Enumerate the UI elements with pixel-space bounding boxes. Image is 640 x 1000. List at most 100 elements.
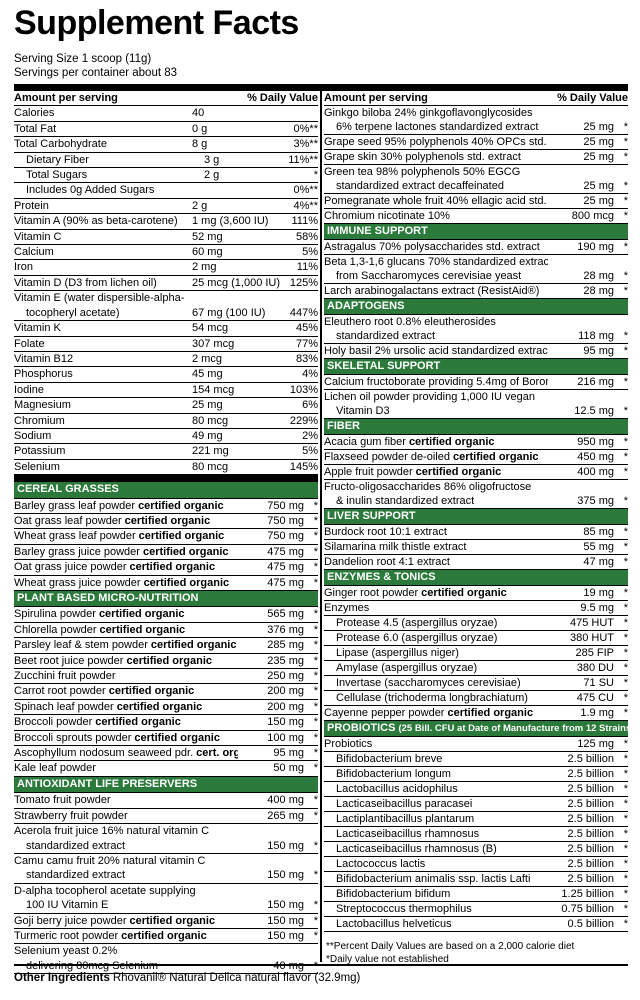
daily-value: 125% <box>289 276 318 289</box>
amount: 235 mg <box>267 654 304 667</box>
amount: 150 mg <box>267 929 304 942</box>
ingredient-name: Carrot root powder certified organic <box>14 684 238 698</box>
ingredient-name: Beta 1,3-1,6 glucans 70% standardized ex… <box>324 255 548 283</box>
ingredient-row: Total Sugars 2 g * <box>14 168 318 184</box>
ingredient-row: Green tea 98% polyphenols 50% EGCG standa… <box>324 165 628 194</box>
ingredient-name: Strawberry fruit powder <box>14 809 238 823</box>
daily-value: * <box>313 670 318 683</box>
ingredient-name: Vitamin D (D3 from lichen oil) <box>14 276 192 290</box>
amount: 2.5 billion <box>567 813 614 825</box>
amount: 150 mg <box>267 914 304 927</box>
name-text: Amylase (aspergillus oryzae) <box>336 662 478 674</box>
ingredient-name: Invertase (saccharomyces cerevisiae) <box>324 676 548 690</box>
amount: 380 HUT <box>569 632 614 644</box>
name-text: Invertase (saccharomyces cerevisiae) <box>336 677 521 689</box>
name-bold: certified organic <box>108 685 195 698</box>
ingredient-name: Chlorella powder certified organic <box>14 623 238 637</box>
daily-value: 2% <box>302 429 318 442</box>
daily-value: 3%** <box>293 138 318 151</box>
name-text: Calcium <box>14 246 54 259</box>
ingredient-row: Selenium 80 mcg 145% <box>14 460 318 476</box>
name-bold: certified organic <box>452 451 539 463</box>
amount: 2.5 billion <box>567 843 614 855</box>
ingredient-name: Parsley leaf & stem powder certified orga… <box>14 638 238 652</box>
amount: 750 mg <box>267 530 304 543</box>
name-text: Cayenne pepper powder <box>324 707 445 719</box>
name-text: Vitamin B12 <box>14 352 74 365</box>
ingredient-name: Lactobacillus helveticus <box>324 917 548 931</box>
name-text: Acacia gum fiber <box>324 436 406 448</box>
name-text: Oat grass juice powder <box>14 561 127 574</box>
ingredient-name: Phosphorus <box>14 367 192 381</box>
ingredient-row: D-alpha tocopherol acetate supplying 100 … <box>14 884 318 914</box>
ingredient-name: Cellulase (trichoderma longbrachiatum) <box>324 691 548 705</box>
ingredient-name: Calories <box>14 106 192 120</box>
ingredient-row: Probiotics 125 mg * <box>324 737 628 752</box>
ingredient-row: Calcium fructoborate providing 5.4mg of … <box>324 375 628 390</box>
daily-value: * <box>623 345 628 357</box>
daily-value: * <box>623 692 628 704</box>
name-text: Total Fat <box>14 122 57 135</box>
daily-value: 83% <box>295 352 318 365</box>
ingredient-name: Vitamin C <box>14 230 192 244</box>
name-text: Protease 4.5 (aspergillus oryzae) <box>336 617 498 629</box>
amount-header: Amount per serving <box>324 92 428 104</box>
daily-value: * <box>313 731 318 744</box>
column-header: Amount per serving % Daily Value <box>324 91 628 106</box>
name-text: Lipase (aspergillus niger) <box>336 647 459 659</box>
amount: 1 mg (3,600 IU) <box>192 215 269 228</box>
daily-value: * <box>623 587 628 599</box>
daily-value: * <box>623 241 628 253</box>
ingredient-row: Wheat grass leaf powder certified organic… <box>14 529 318 545</box>
ingredient-name: Grape skin 30% polyphenols std. extract <box>324 150 548 164</box>
ingredient-name: Streptococcus thermophilus <box>324 902 548 916</box>
ingredient-row: Larch arabinogalactans extract (ResistAi… <box>324 284 628 299</box>
ingredient-row: Protease 6.0 (aspergillus oryzae) 380 HUT… <box>324 631 628 646</box>
ingredient-row: Iron 2 mg 11% <box>14 260 318 276</box>
ingredient-row: Sodium 49 mg 2% <box>14 429 318 445</box>
name-bold: certified organic <box>415 466 502 478</box>
ingredient-row: Lacticaseibacillus rhamnosus (B) 2.5 bill… <box>324 842 628 857</box>
ingredient-name: Protease 4.5 (aspergillus oryzae) <box>324 616 548 630</box>
amount: 25 mg <box>583 136 614 148</box>
daily-value: * <box>623 556 628 568</box>
servings: Servings per container about 83 <box>14 67 178 79</box>
name-bold: certified organic <box>124 514 211 527</box>
daily-value: * <box>313 545 318 558</box>
name-text: Fructo-oligosaccharides 86% oligofructos… <box>324 481 532 493</box>
daily-value: * <box>623 783 628 795</box>
ingredient-row: Broccoli powder certified organic 150 mg * <box>14 715 318 731</box>
amount: 285 FIP <box>575 647 614 659</box>
amount: 0.5 billion <box>567 918 614 930</box>
other-label: Other Ingredients <box>14 972 110 984</box>
ingredient-row: Selenium yeast 0.2% delivering 80mcg Sele… <box>14 944 318 975</box>
amount: 2.5 billion <box>567 768 614 780</box>
ingredient-name: Protease 6.0 (aspergillus oryzae) <box>324 631 548 645</box>
amount: 25 mg <box>583 121 614 133</box>
name-text: Lactiplantibacillus plantarum <box>336 813 475 825</box>
name-text: Kale leaf powder <box>14 762 96 775</box>
name-text: Calories <box>14 107 55 120</box>
daily-value: 4%** <box>293 199 318 212</box>
daily-value: * <box>623 768 628 780</box>
name-continued: Vitamin D3 <box>336 405 390 417</box>
section-header: IMMUNE SUPPORT <box>324 224 628 240</box>
daily-value: 145% <box>289 460 318 473</box>
name-text: Silamarina milk thistle extract <box>324 541 467 553</box>
daily-value: * <box>313 700 318 713</box>
daily-value: * <box>623 813 628 825</box>
daily-value: * <box>623 270 628 282</box>
amount: 1.25 billion <box>561 888 614 900</box>
daily-value: * <box>313 716 318 729</box>
amount: 475 mg <box>267 545 304 558</box>
footnote: **Percent Daily Values are based on a 2,… <box>326 941 575 952</box>
name-text: Potassium <box>14 445 66 458</box>
daily-value: * <box>313 794 318 807</box>
name-text: Holy basil 2% ursolic acid standardized … <box>324 345 548 357</box>
ingredient-name: Ginkgo biloba 24% ginkgoflavonglycosides… <box>324 106 548 134</box>
section-title: ADAPTOGENS <box>327 300 405 312</box>
section-title: LIVER SUPPORT <box>327 510 416 522</box>
name-text: Total Sugars <box>26 169 88 182</box>
ingredient-row: Lichen oil powder providing 1,000 IU veg… <box>324 390 628 419</box>
ingredient-name: Bifidobacterium animalis ssp. lactis Laf… <box>324 872 548 886</box>
